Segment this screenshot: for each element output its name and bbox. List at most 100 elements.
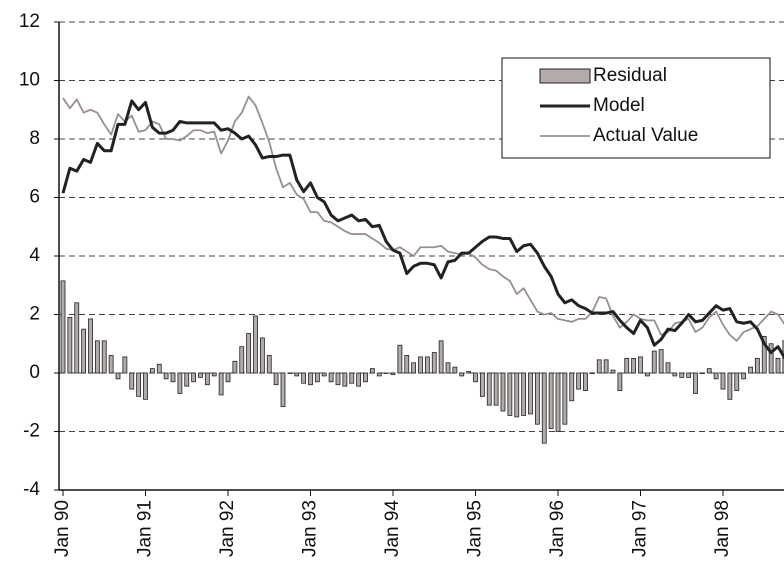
- bar: [665, 362, 671, 374]
- bar: [748, 366, 753, 374]
- bar: [342, 372, 348, 387]
- y-tick-label: -4: [23, 479, 40, 500]
- bar: [610, 369, 616, 374]
- bar: [363, 372, 368, 383]
- bar: [163, 372, 169, 380]
- bar: [239, 346, 245, 374]
- bar: [500, 372, 506, 412]
- y-tick-label: 10: [19, 70, 40, 91]
- bar: [383, 372, 389, 374]
- x-tick-label: Jan 95: [465, 500, 486, 557]
- bar: [638, 356, 643, 374]
- bar: [232, 360, 238, 374]
- bar: [60, 280, 66, 374]
- bar: [734, 372, 740, 391]
- bar: [431, 352, 437, 374]
- legend-label: Model: [593, 95, 645, 116]
- x-tick-label: Jan 92: [217, 500, 238, 557]
- bar: [328, 372, 334, 383]
- bar: [541, 372, 547, 444]
- bar: [204, 372, 210, 386]
- bar: [280, 372, 286, 408]
- bar: [198, 372, 203, 378]
- bar: [411, 362, 417, 374]
- x-tick-label: Jan 90: [52, 500, 73, 557]
- bar: [211, 372, 217, 377]
- bar: [534, 372, 540, 425]
- legend: Residual Model Actual Value: [501, 57, 771, 159]
- bar: [108, 355, 114, 374]
- bar: [693, 372, 698, 394]
- x-tick-label: Jan 98: [712, 500, 733, 557]
- bar: [672, 372, 678, 377]
- bar: [191, 372, 197, 383]
- bar: [486, 372, 492, 406]
- bar: [314, 372, 320, 383]
- bar: [136, 372, 142, 397]
- bar: [775, 357, 781, 374]
- bar: [218, 372, 224, 396]
- bar: [631, 357, 637, 374]
- y-tick-label: 2: [29, 304, 40, 325]
- bar: [349, 372, 355, 384]
- bar: [225, 372, 231, 383]
- y-tick-label: 0: [29, 362, 40, 383]
- bar: [768, 343, 774, 374]
- y-tick-label: 4: [29, 245, 40, 266]
- bar: [115, 372, 121, 380]
- bar: [603, 359, 609, 374]
- bar: [562, 372, 568, 425]
- x-tick-label: Jan 93: [300, 500, 321, 557]
- bar: [149, 368, 155, 374]
- bar: [390, 372, 396, 375]
- bar: [651, 350, 657, 374]
- bar: [122, 356, 128, 374]
- bar: [81, 328, 87, 374]
- bar: [445, 362, 451, 374]
- bar: [555, 372, 561, 432]
- bar: [424, 356, 430, 374]
- bar: [74, 302, 80, 374]
- bar: [156, 363, 162, 374]
- bar: [88, 318, 93, 374]
- bar: [741, 372, 747, 380]
- x-tick-label: Jan 91: [135, 500, 156, 557]
- bar: [294, 372, 300, 377]
- legend-label: Actual Value: [593, 125, 698, 146]
- bar: [438, 340, 444, 374]
- bar: [335, 372, 341, 386]
- bar: [720, 372, 726, 390]
- bar: [473, 372, 478, 383]
- x-tick-label: Jan 96: [547, 500, 568, 557]
- bar: [528, 372, 533, 415]
- bar: [94, 340, 100, 374]
- line: [61, 99, 784, 360]
- x-tick-label: Jan 97: [630, 500, 651, 557]
- bar: [253, 315, 258, 374]
- bar: [521, 372, 527, 416]
- bar: [624, 357, 630, 374]
- bar: [287, 372, 293, 374]
- bar: [507, 372, 513, 416]
- bar: [699, 372, 705, 374]
- bar: [583, 372, 588, 391]
- bar: [273, 372, 279, 386]
- bar: [713, 372, 719, 380]
- bar: [658, 349, 664, 374]
- bar: [727, 372, 733, 400]
- bar: [356, 372, 362, 387]
- bar: [679, 372, 685, 378]
- bar: [754, 357, 760, 374]
- bar: [452, 366, 458, 374]
- bar: [129, 372, 135, 390]
- bar: [246, 333, 252, 374]
- bar: [466, 371, 472, 374]
- y-tick-label: 12: [19, 11, 40, 32]
- bar: [418, 356, 423, 374]
- bar: [569, 372, 575, 402]
- bar: [644, 372, 650, 377]
- bar: [308, 372, 313, 386]
- bar: [67, 317, 73, 374]
